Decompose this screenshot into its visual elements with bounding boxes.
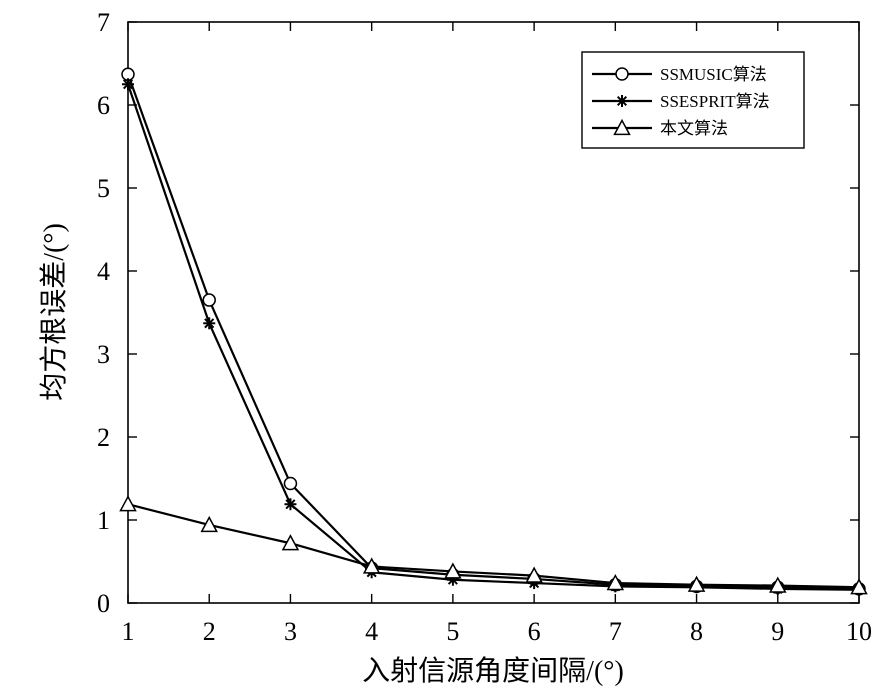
legend-item: 本文算法	[592, 118, 728, 138]
triangle-marker	[687, 575, 706, 592]
asterisk-marker	[122, 78, 134, 91]
legend-label: 本文算法	[660, 119, 728, 138]
series-line	[127, 503, 860, 589]
y-tick-labels: 0 1 2 3 4 5 6 7	[97, 8, 110, 618]
triangle-marker	[200, 515, 218, 533]
y-tick-label: 1	[97, 506, 110, 535]
x-tick-label: 1	[122, 617, 135, 646]
legend-item: SSESPRIT算法	[592, 92, 770, 111]
triangle-marker	[606, 574, 625, 591]
triangle-marker	[769, 576, 787, 593]
circle-marker	[615, 67, 629, 81]
asterisk-marker	[203, 317, 216, 330]
y-tick-label: 7	[97, 8, 110, 37]
y-tick-label: 5	[97, 174, 110, 203]
plot-area-frame	[127, 21, 860, 604]
triangle-marker	[281, 534, 300, 551]
triangle-marker	[525, 566, 543, 583]
series-line	[126, 83, 860, 591]
triangle-marker	[119, 495, 137, 512]
triangle-marker	[613, 118, 631, 136]
series-line	[126, 73, 860, 590]
y-tick-label: 0	[97, 589, 110, 618]
legend-label: SSESPRIT算法	[660, 92, 770, 111]
asterisk-marker	[284, 498, 297, 511]
circle-marker	[202, 293, 216, 307]
series-layer	[119, 67, 868, 596]
y-tick-label: 2	[97, 423, 110, 452]
x-tick-label: 3	[284, 617, 297, 646]
x-tick-label: 5	[446, 617, 459, 646]
triangle-marker	[850, 578, 868, 595]
x-tick-label: 4	[365, 617, 378, 646]
x-tick-labels: 1 2 3 4 5 6 7 8 9 10	[122, 617, 873, 646]
series-triangle	[119, 495, 868, 595]
triangle-marker	[362, 557, 381, 574]
x-tick-label: 6	[528, 617, 541, 646]
circle-marker	[283, 476, 298, 491]
x-axis-title: 入射信源角度间隔/(°)	[362, 655, 624, 687]
y-axis-title: 均方根误差/(°)	[38, 223, 70, 401]
x-tick-label: 10	[846, 617, 872, 646]
y-tick-label: 4	[97, 257, 110, 286]
legend-label: SSMUSIC算法	[660, 65, 767, 84]
asterisk-marker	[616, 95, 628, 107]
x-tick-label: 9	[771, 617, 784, 646]
series-asterisk	[122, 78, 865, 596]
y-tick-label: 3	[97, 340, 110, 369]
x-tick-label: 2	[203, 617, 216, 646]
legend-item: SSMUSIC算法	[592, 65, 767, 84]
y-tick-label: 6	[97, 91, 110, 120]
triangle-marker	[444, 562, 462, 579]
axis-ticks	[127, 21, 860, 604]
x-tick-label: 8	[690, 617, 703, 646]
x-tick-label: 7	[609, 617, 622, 646]
